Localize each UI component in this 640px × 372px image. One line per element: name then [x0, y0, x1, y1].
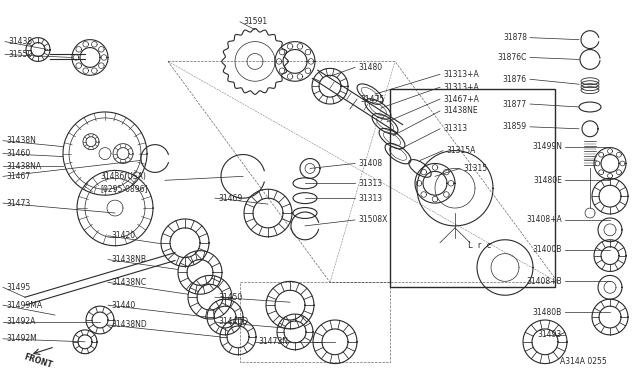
Text: 31508X: 31508X	[358, 215, 387, 224]
Text: 31473: 31473	[6, 199, 30, 208]
Text: 31493: 31493	[538, 330, 562, 339]
Text: 31408+B: 31408+B	[526, 277, 562, 286]
Text: 31408+A: 31408+A	[526, 215, 562, 224]
Text: 31495: 31495	[6, 283, 30, 292]
Text: 31878: 31878	[503, 33, 527, 42]
Text: 31400B: 31400B	[532, 245, 562, 254]
Text: 31440D: 31440D	[218, 317, 248, 327]
Text: 31313+A: 31313+A	[443, 83, 479, 92]
Text: 31492A: 31492A	[6, 317, 35, 327]
Text: FRONT: FRONT	[22, 353, 53, 371]
Text: 31480: 31480	[358, 63, 382, 72]
Text: 31313: 31313	[443, 124, 467, 133]
Text: 31859: 31859	[503, 122, 527, 131]
Text: 31438NC: 31438NC	[111, 278, 146, 287]
Text: L  r  c: L r c	[468, 241, 492, 250]
Text: 31467: 31467	[6, 172, 30, 181]
Text: [0295-0896]: [0295-0896]	[100, 184, 147, 193]
Text: A314A 0255: A314A 0255	[560, 357, 607, 366]
Text: 31877: 31877	[503, 100, 527, 109]
Text: 31438NB: 31438NB	[111, 255, 146, 264]
Text: 31315: 31315	[463, 164, 487, 173]
Text: 31436(USA): 31436(USA)	[100, 172, 146, 181]
Text: 31480E: 31480E	[533, 176, 562, 185]
Text: 31467+A: 31467+A	[443, 94, 479, 103]
Text: 31550: 31550	[8, 50, 32, 59]
Text: 31438ND: 31438ND	[111, 320, 147, 330]
Text: 31315A: 31315A	[446, 146, 476, 155]
Text: 31460: 31460	[6, 149, 30, 158]
Text: 31499MA: 31499MA	[6, 301, 42, 310]
Bar	[390, 89, 555, 287]
Text: 31438N: 31438N	[6, 136, 36, 145]
Text: 31480B: 31480B	[532, 308, 562, 317]
Text: 31438NA: 31438NA	[6, 162, 41, 171]
Text: 31313+A: 31313+A	[443, 70, 479, 79]
Text: 31438NE: 31438NE	[443, 106, 477, 115]
Text: 31440: 31440	[111, 301, 135, 310]
Text: 31313: 31313	[358, 194, 382, 203]
Text: 31876: 31876	[503, 75, 527, 84]
Text: 31591: 31591	[243, 17, 267, 26]
Text: 31469: 31469	[218, 194, 243, 203]
Text: 31313: 31313	[358, 179, 382, 188]
Text: 31450: 31450	[218, 293, 243, 302]
Text: 31499N: 31499N	[532, 142, 562, 151]
Text: 31438: 31438	[8, 37, 32, 46]
Text: 31475: 31475	[360, 94, 384, 103]
Text: 31408: 31408	[358, 159, 382, 168]
Text: 31492M: 31492M	[6, 334, 36, 343]
Text: 31473N: 31473N	[258, 337, 288, 346]
Text: 31876C: 31876C	[498, 53, 527, 62]
Text: 31420: 31420	[111, 231, 135, 240]
